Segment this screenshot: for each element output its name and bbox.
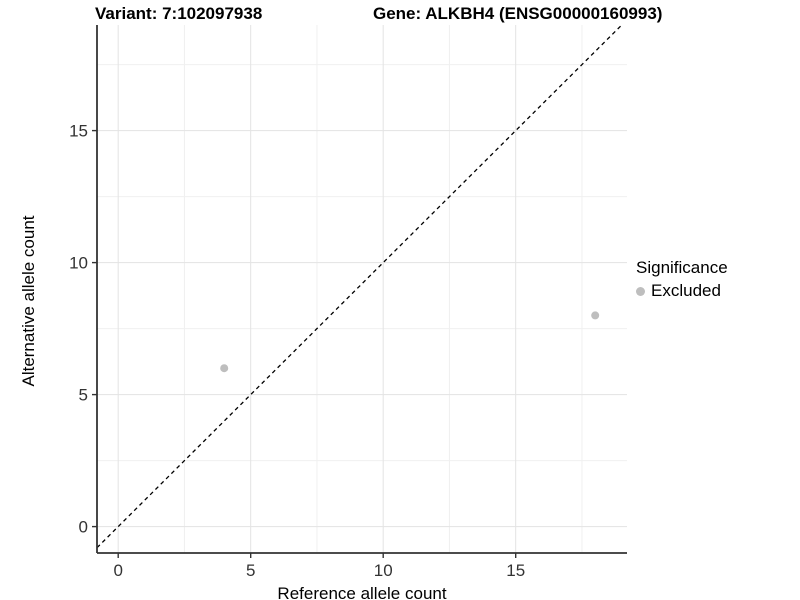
variant-title: Variant: 7:102097938 [95,4,263,23]
excluded-point-swatch [636,286,645,296]
legend-item-label: Excluded [651,281,721,300]
legend-title: Significance [636,258,728,277]
x-tick-label: 15 [506,561,525,580]
x-axis-title: Reference allele count [277,584,447,600]
data-point [591,311,600,320]
data-point [220,364,229,373]
legend-item-excluded: Excluded [636,281,728,301]
identity-line [96,24,623,549]
x-tick-label: 5 [246,561,255,580]
x-tick-label: 10 [374,561,393,580]
y-tick-label: 0 [79,518,88,537]
y-tick-label: 5 [79,386,88,405]
gene-title: Gene: ALKBH4 (ENSG00000160993) [373,4,663,23]
y-tick-label: 15 [69,122,88,141]
y-axis-title: Alternative allele count [19,215,38,387]
legend: Significance Excluded [636,258,728,301]
y-tick-label: 10 [69,254,88,273]
x-tick-label: 0 [113,561,122,580]
